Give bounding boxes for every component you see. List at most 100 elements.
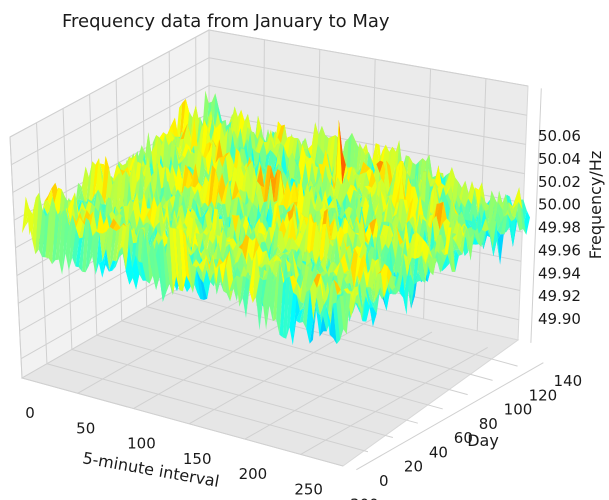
surface-cell bbox=[437, 183, 445, 203]
surface-cell bbox=[436, 251, 444, 274]
surface-cell bbox=[78, 217, 86, 272]
surface-cell bbox=[268, 228, 276, 271]
surface-cell bbox=[285, 237, 293, 252]
surface-cell bbox=[181, 164, 189, 194]
surface-cell bbox=[123, 199, 131, 233]
surface-cell bbox=[493, 218, 501, 265]
surface-cell bbox=[338, 119, 346, 185]
surface-cell bbox=[494, 201, 502, 234]
surface-cell bbox=[319, 223, 327, 269]
surface-cell bbox=[142, 229, 150, 284]
surface-cell bbox=[481, 218, 489, 232]
surface-cell bbox=[81, 166, 89, 210]
surface-cell bbox=[405, 216, 413, 225]
surface-cell bbox=[129, 161, 137, 202]
surface-cell bbox=[458, 180, 466, 203]
surface-cell bbox=[233, 128, 241, 156]
surface-cell bbox=[152, 216, 160, 233]
surface-cell bbox=[308, 156, 316, 185]
surface-cell bbox=[217, 204, 225, 225]
surface-cell bbox=[42, 211, 50, 258]
surface-cell bbox=[391, 181, 399, 209]
surface-cell bbox=[242, 234, 250, 261]
surface-cell bbox=[163, 202, 171, 235]
surface-cell bbox=[295, 231, 303, 248]
x-tick-label: 100 bbox=[127, 435, 156, 453]
surface-cell bbox=[477, 196, 485, 216]
surface-cell bbox=[272, 261, 280, 322]
y-tick-label: 80 bbox=[479, 415, 498, 433]
surface-cell bbox=[187, 186, 195, 211]
surface-cell bbox=[444, 186, 452, 199]
surface-cell bbox=[266, 139, 274, 156]
surface-cell bbox=[98, 156, 106, 203]
surface-cell bbox=[481, 203, 489, 220]
surface-cell bbox=[238, 196, 246, 223]
surface-cell bbox=[259, 141, 267, 181]
surface-cell bbox=[296, 295, 304, 311]
z-tick-label: 50.00 bbox=[538, 196, 581, 214]
surface-cell bbox=[255, 218, 263, 237]
surface-cell bbox=[208, 165, 216, 208]
surface-cell bbox=[180, 123, 188, 140]
surface-cell bbox=[235, 191, 243, 201]
surface-cell bbox=[315, 255, 323, 269]
surface-cell bbox=[460, 223, 468, 229]
surface-cell bbox=[162, 199, 170, 211]
surface-cell bbox=[95, 233, 103, 275]
surface-cell bbox=[262, 265, 270, 330]
surface-cell bbox=[175, 204, 183, 226]
surface-cell bbox=[409, 216, 417, 240]
surface-cell bbox=[519, 187, 527, 235]
surface-cell bbox=[421, 253, 429, 283]
surface-cell bbox=[373, 272, 381, 304]
surface-cell bbox=[489, 218, 497, 249]
surface-cell bbox=[251, 254, 259, 269]
surface-cell bbox=[228, 198, 236, 234]
surface-cell bbox=[451, 197, 459, 216]
surface-cell bbox=[414, 255, 422, 296]
surface-cell bbox=[175, 145, 183, 174]
surface-cell bbox=[329, 168, 337, 185]
surface-cell bbox=[227, 253, 235, 286]
surface-cell bbox=[322, 149, 330, 187]
surface-cell bbox=[216, 258, 224, 292]
surface-cell bbox=[320, 270, 328, 276]
surface-cell bbox=[174, 164, 182, 201]
surface-cell bbox=[372, 202, 380, 223]
surface-cell bbox=[277, 252, 285, 257]
x-tick-label: 300 bbox=[350, 496, 379, 500]
surface-cell bbox=[269, 277, 277, 322]
surface-cell bbox=[188, 163, 196, 195]
surface-cell bbox=[140, 191, 148, 224]
surface-cell bbox=[312, 297, 320, 340]
surface-cell bbox=[425, 248, 433, 265]
surface-cell bbox=[343, 236, 351, 251]
surface-cell bbox=[125, 244, 133, 285]
surface-cell bbox=[94, 189, 102, 221]
surface-cell bbox=[258, 135, 266, 148]
surface-cell bbox=[399, 242, 407, 259]
surface-cell bbox=[357, 253, 365, 284]
surface-cell bbox=[201, 202, 209, 214]
x-tick-label: 200 bbox=[239, 465, 268, 483]
surface-cell bbox=[504, 208, 512, 222]
surface-cell bbox=[128, 154, 136, 173]
surface-cell bbox=[391, 239, 399, 275]
surface-cell bbox=[240, 149, 248, 198]
surface-cell bbox=[239, 276, 247, 307]
surface-cell bbox=[116, 224, 124, 262]
frequency-surface bbox=[22, 90, 530, 346]
surface-cell bbox=[265, 251, 273, 272]
surface-cell bbox=[178, 155, 186, 165]
surface-cell bbox=[328, 200, 336, 208]
surface-cell bbox=[221, 180, 229, 204]
surface-cell bbox=[238, 234, 246, 250]
surface-cell bbox=[192, 224, 200, 242]
surface-cell bbox=[422, 221, 430, 262]
surface-cell bbox=[250, 166, 258, 209]
surface-cell bbox=[260, 165, 268, 203]
surface-cell bbox=[196, 270, 204, 300]
surface-cell bbox=[102, 249, 110, 278]
surface-cell bbox=[313, 283, 321, 321]
